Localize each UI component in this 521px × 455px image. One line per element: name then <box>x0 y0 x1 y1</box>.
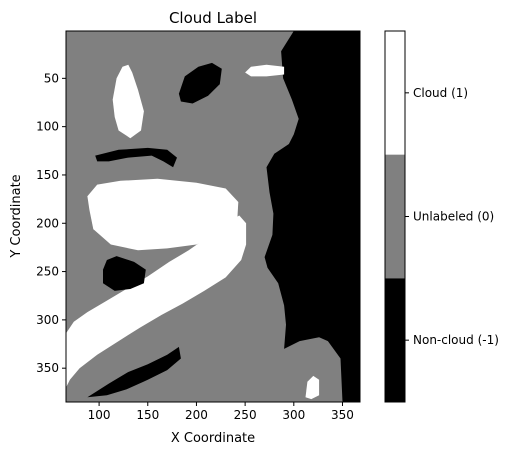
region-non-cloud-4 <box>95 147 177 168</box>
colorbar-label: Unlabeled (0) <box>413 210 494 224</box>
colorbar-swatch <box>385 278 405 402</box>
x-tick-label: 200 <box>185 408 208 422</box>
x-axis-label: X Coordinate <box>171 431 255 446</box>
y-tick-label: 50 <box>44 71 59 85</box>
region-cloud-2 <box>87 178 239 251</box>
plot-area <box>65 30 361 403</box>
y-tick-label: 250 <box>36 265 59 279</box>
y-tick-label: 100 <box>36 120 59 134</box>
colorbar-label: Non-cloud (-1) <box>413 333 499 347</box>
y-axis-label: Y Coordinate <box>9 174 24 258</box>
region-cloud-3 <box>112 64 144 139</box>
region-non-cloud-6 <box>178 62 222 104</box>
x-axis-ticks: 100 150 200 250 300 350 <box>88 402 354 422</box>
region-non-cloud-0 <box>264 31 360 402</box>
region-cloud-8 <box>305 375 320 400</box>
x-tick-label: 250 <box>234 408 257 422</box>
colorbar-label: Cloud (1) <box>413 86 468 100</box>
y-tick-label: 350 <box>36 361 59 375</box>
region-non-cloud-5 <box>103 256 146 291</box>
region-non-cloud-9 <box>87 346 181 398</box>
label-regions <box>66 31 360 402</box>
plot-frame <box>65 30 361 403</box>
colorbar: Cloud (1) Unlabeled (0) Non-cloud (-1) <box>384 30 499 403</box>
x-tick-label: 350 <box>331 408 354 422</box>
y-tick-label: 200 <box>36 216 59 230</box>
x-tick-label: 100 <box>88 408 111 422</box>
colorbar-frame <box>384 30 406 403</box>
colorbar-swatch <box>385 31 405 155</box>
region-cloud-7 <box>245 64 285 77</box>
y-axis-ticks: 50 100 150 200 250 300 350 <box>36 71 66 375</box>
y-tick-label: 150 <box>36 168 59 182</box>
y-tick-label: 300 <box>36 313 59 327</box>
x-tick-label: 150 <box>136 408 159 422</box>
region-cloud-1 <box>66 215 247 388</box>
colorbar-swatch <box>385 154 405 279</box>
x-tick-label: 300 <box>282 408 305 422</box>
chart-title: Cloud Label <box>169 9 257 27</box>
